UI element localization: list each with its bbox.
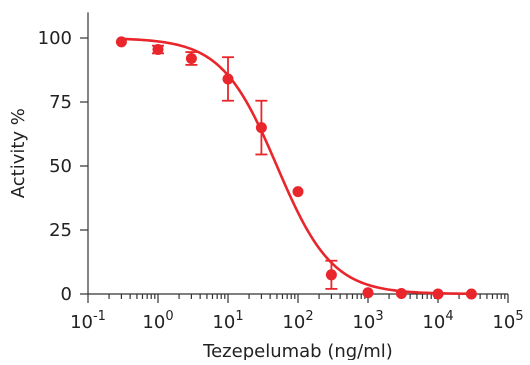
data-point <box>362 287 374 299</box>
data-point <box>255 122 267 134</box>
x-tick-label: 105 <box>492 309 523 333</box>
x-tick-label: 100 <box>142 309 173 333</box>
x-tick-label: 104 <box>422 309 453 333</box>
tick-marks <box>80 37 509 303</box>
x-tick-label: 102 <box>282 309 313 333</box>
data-point <box>432 288 444 300</box>
x-tick-label: 101 <box>212 309 243 333</box>
y-tick-label: 0 <box>61 284 72 305</box>
y-tick-label: 100 <box>38 28 72 49</box>
y-axis-title: Activity % <box>8 108 29 198</box>
data-point <box>152 44 164 56</box>
data-point <box>465 288 477 300</box>
data-point <box>292 186 304 198</box>
data-point <box>222 73 234 85</box>
y-tick-label: 25 <box>49 220 72 241</box>
y-tick-label: 75 <box>49 92 72 113</box>
fit-curve <box>121 37 472 296</box>
error-bars <box>152 44 338 290</box>
x-axis-title: Tezepelumab (ng/ml) <box>202 341 393 360</box>
data-point <box>115 36 127 48</box>
axes <box>87 12 508 295</box>
y-tick-label: 50 <box>49 156 72 177</box>
tick-labels: 0 25 50 75 100 10-1 100 101 102 103 104 105 <box>38 28 524 333</box>
data-point <box>185 52 197 64</box>
x-tick-label: 103 <box>352 309 383 333</box>
x-tick-label: 10-1 <box>70 309 106 333</box>
data-point <box>395 287 407 299</box>
data-point <box>325 269 337 281</box>
data-points <box>115 36 477 300</box>
